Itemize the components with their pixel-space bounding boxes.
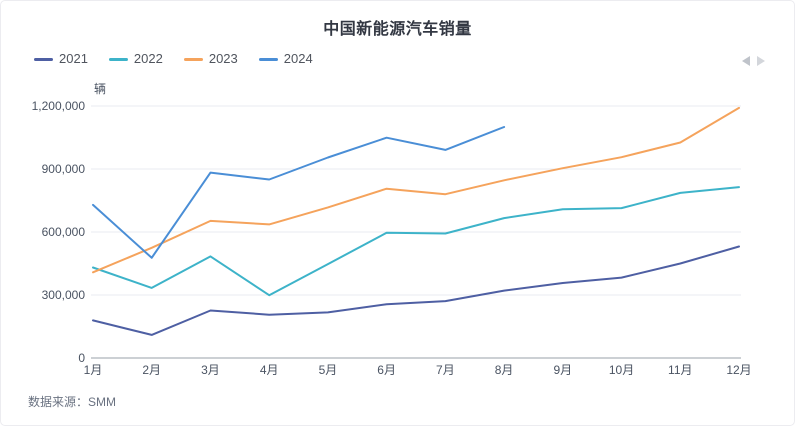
- y-axis-tick-label: 600,000: [42, 225, 86, 239]
- x-axis-tick-label: 6月: [377, 363, 396, 377]
- legend-item-label: 2021: [59, 51, 88, 66]
- series-line-2022: [92, 186, 740, 297]
- x-axis-tick-label: 4月: [260, 363, 279, 377]
- series-line-2023: [92, 106, 740, 274]
- y-axis-tick-label: 1,200,000: [32, 99, 86, 113]
- legend-swatch: [183, 57, 203, 61]
- legend-swatch: [34, 57, 53, 61]
- x-axis-tick-label: 2月: [142, 363, 161, 377]
- chart-title: 中国新能源汽车销量: [323, 21, 472, 38]
- legend-swatch: [258, 57, 278, 61]
- y-axis-tick-label: 300,000: [42, 288, 86, 302]
- x-axis-tick-label: 9月: [553, 363, 572, 377]
- x-axis-tick-label: 12月: [726, 363, 751, 377]
- legend-item-2022[interactable]: 2022: [108, 51, 163, 66]
- y-axis-tick-label: 900,000: [42, 162, 86, 176]
- legend-item-label: 2023: [208, 51, 238, 66]
- legend-next-icon[interactable]: [757, 56, 765, 66]
- x-axis-tick-label: 5月: [319, 363, 338, 377]
- legend: 2021 2022 2023 2024: [34, 52, 313, 66]
- legend-item-2023[interactable]: 2023: [183, 51, 238, 66]
- x-axis-tick-label: 1月: [84, 363, 103, 377]
- x-axis-tick-label: 10月: [609, 363, 634, 377]
- legend-item-label: 2024: [283, 51, 313, 66]
- legend-item-2024[interactable]: 2024: [258, 51, 313, 66]
- legend-item-label: 2022: [133, 51, 163, 66]
- legend-item-2021[interactable]: 2021: [34, 52, 88, 66]
- legend-prev-icon[interactable]: [742, 56, 750, 66]
- x-axis-tick-label: 8月: [495, 363, 514, 377]
- y-axis-unit-label: 辆: [94, 82, 107, 96]
- x-axis-tick-label: 11月: [668, 363, 692, 377]
- x-axis-tick-label: 7月: [436, 363, 455, 377]
- series-line-2024: [92, 126, 506, 259]
- data-source-note: 数据来源：SMM: [28, 395, 116, 409]
- x-axis-tick-label: 3月: [201, 363, 220, 377]
- y-axis-tick-label: 0: [78, 351, 85, 365]
- legend-nav: [742, 56, 765, 66]
- series-line-2021: [92, 245, 740, 336]
- legend-swatch: [108, 57, 128, 61]
